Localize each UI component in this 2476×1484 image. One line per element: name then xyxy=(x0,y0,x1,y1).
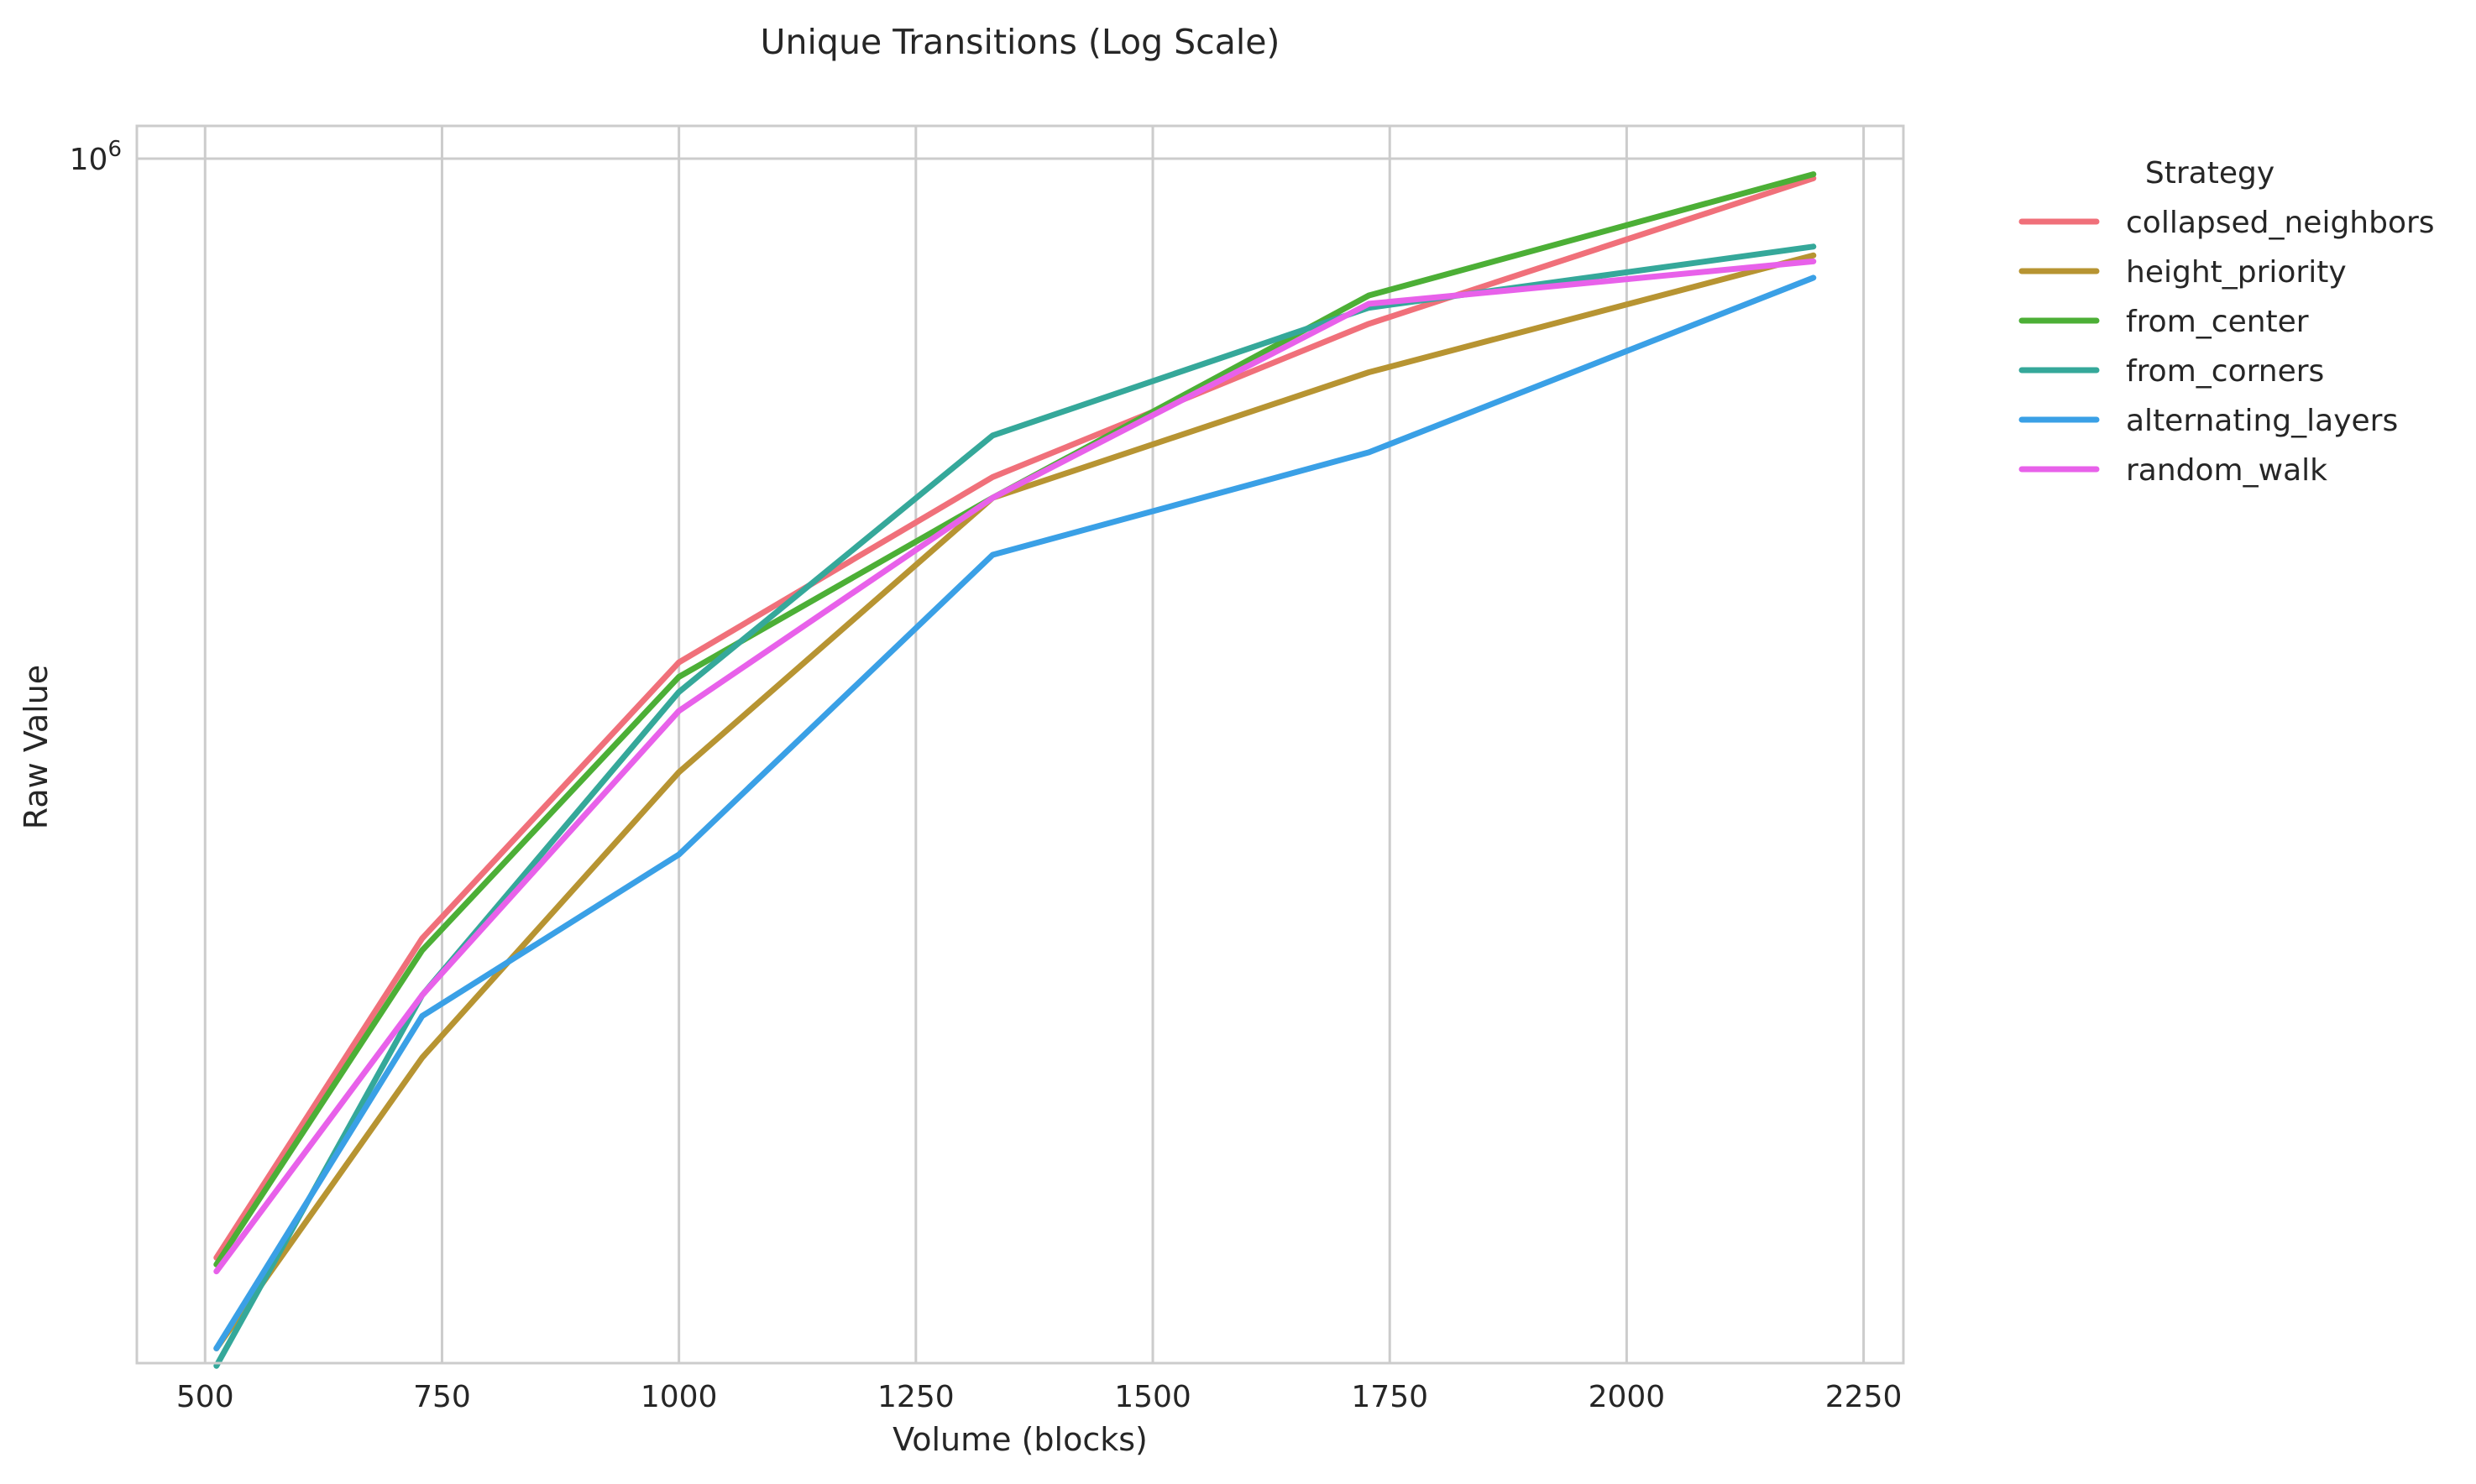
legend-label: alternating_layers xyxy=(2126,404,2398,438)
chart-title: Unique Transitions (Log Scale) xyxy=(761,22,1280,62)
x-tick-label: 1500 xyxy=(1114,1380,1191,1414)
y-axis-label: Raw Value xyxy=(18,665,55,829)
series-line-random-walk xyxy=(213,258,1817,1275)
legend-label: collapsed_neighbors xyxy=(2126,206,2435,240)
legend-item: collapsed_neighbors xyxy=(2018,206,2435,240)
y-tick-label: 106 xyxy=(70,137,122,177)
grid-layer xyxy=(137,126,1903,1363)
legend-title: Strategy xyxy=(2145,156,2274,191)
x-axis-label: Volume (blocks) xyxy=(893,1421,1148,1458)
legend-item: from_center xyxy=(2018,305,2309,339)
y-tick-exponent: 6 xyxy=(107,137,122,162)
legend-item: alternating_layers xyxy=(2018,404,2398,438)
series-line-alternating-layers xyxy=(213,274,1817,1351)
x-tick-label: 1250 xyxy=(877,1380,955,1414)
x-tick-label: 2250 xyxy=(1825,1380,1903,1414)
legend-item: from_corners xyxy=(2018,354,2324,389)
legend-item: height_priority xyxy=(2018,255,2347,290)
x-tick-label: 1750 xyxy=(1351,1380,1428,1414)
legend-label: from_corners xyxy=(2126,354,2324,389)
legend: Strategy collapsed_neighbors height_prior… xyxy=(2018,156,2435,488)
x-tick-label: 500 xyxy=(176,1380,234,1414)
tick-layer: 500 750 1000 1250 1500 1750 2000 2250 106 xyxy=(70,137,1903,1414)
series-line-from-center xyxy=(213,171,1817,1267)
legend-label: random_walk xyxy=(2126,453,2327,488)
legend-items: collapsed_neighbors height_priority from_c… xyxy=(2018,206,2435,488)
legend-label: from_center xyxy=(2126,305,2309,339)
legend-item: random_walk xyxy=(2018,453,2327,488)
x-tick-label: 2000 xyxy=(1589,1380,1666,1414)
x-tick-label: 750 xyxy=(413,1380,471,1414)
plot-frame xyxy=(135,124,1905,1365)
series-layer xyxy=(213,171,1817,1369)
y-tick-base: 10 xyxy=(70,143,108,177)
legend-label: height_priority xyxy=(2126,255,2347,290)
series-line-height-priority xyxy=(213,252,1817,1351)
x-tick-label: 1000 xyxy=(641,1380,718,1414)
